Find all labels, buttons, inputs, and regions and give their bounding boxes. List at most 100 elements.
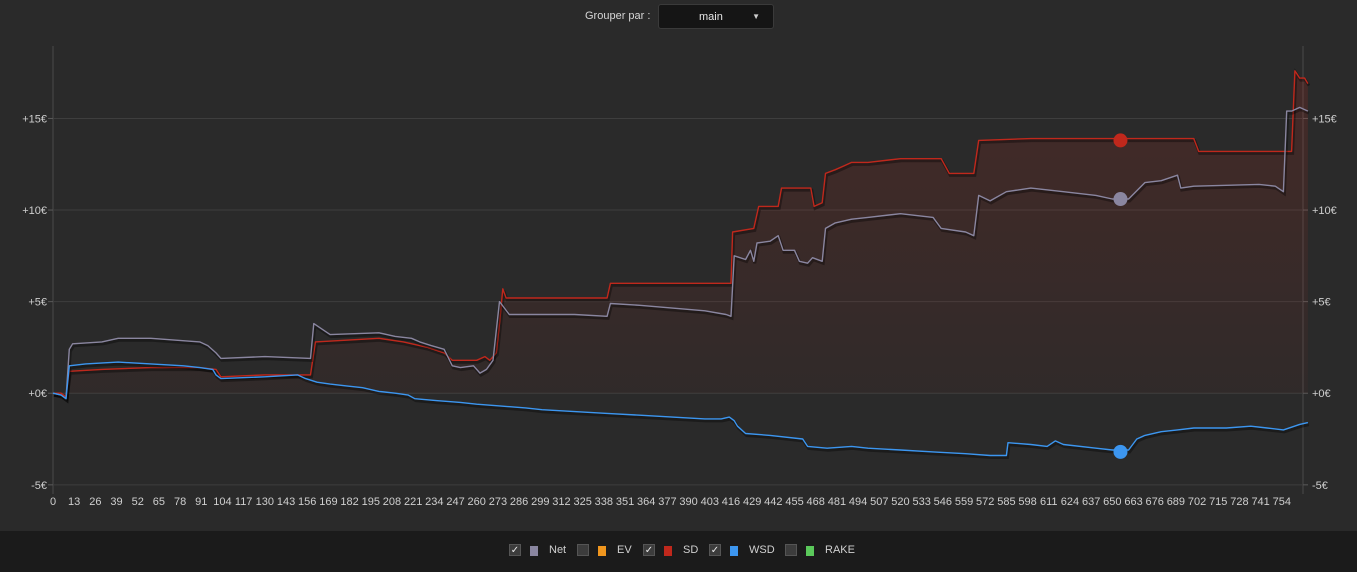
x-tick-label: 702 bbox=[1188, 496, 1206, 508]
y-tick-label: +5€ bbox=[1312, 297, 1331, 309]
group-by-select[interactable]: main ▼ bbox=[658, 4, 774, 29]
x-tick-label: 442 bbox=[764, 496, 782, 508]
x-tick-label: 364 bbox=[637, 496, 655, 508]
net-marker bbox=[1113, 192, 1128, 207]
legend-swatch-rake bbox=[806, 546, 814, 556]
toolbar: Grouper par : main ▼ bbox=[0, 0, 1357, 36]
y-tick-label: +15€ bbox=[22, 113, 47, 125]
x-tick-label: 754 bbox=[1273, 496, 1291, 508]
x-tick-label: 728 bbox=[1230, 496, 1248, 508]
x-tick-label: 78 bbox=[174, 496, 186, 508]
x-tick-label: 208 bbox=[383, 496, 401, 508]
legend-checkbox-net[interactable]: ✓ bbox=[509, 544, 521, 556]
legend-checkbox-rake[interactable] bbox=[785, 544, 797, 556]
x-tick-label: 26 bbox=[89, 496, 101, 508]
y-tick-label: +0€ bbox=[28, 388, 47, 400]
results-chart: -5€ -5€ +0€ +0€ +5€ +5€ +10€ +10€ +15€ +15€ 0 13 26 3… bbox=[22, 46, 1337, 508]
x-tick-label: 559 bbox=[955, 496, 973, 508]
x-tick-label: 546 bbox=[934, 496, 952, 508]
sd-line bbox=[53, 70, 1309, 398]
legend-swatch-net bbox=[530, 546, 538, 556]
legend-checkbox-sd[interactable]: ✓ bbox=[643, 544, 655, 556]
legend-label-ev: EV bbox=[617, 544, 632, 556]
x-tick-label: 13 bbox=[68, 496, 80, 508]
x-tick-label: 286 bbox=[510, 496, 528, 508]
group-by-label: Grouper par : bbox=[585, 10, 651, 22]
x-tick-label: 481 bbox=[828, 496, 846, 508]
x-tick-label: 429 bbox=[743, 496, 761, 508]
x-tick-label: 156 bbox=[298, 496, 316, 508]
x-tick-label: 663 bbox=[1124, 496, 1142, 508]
y-tick-label: -5€ bbox=[1312, 480, 1328, 492]
x-tick-label: 338 bbox=[595, 496, 613, 508]
legend-label-rake: RAKE bbox=[825, 544, 855, 556]
x-tick-label: 611 bbox=[1040, 496, 1058, 508]
x-tick-label: 65 bbox=[153, 496, 165, 508]
x-tick-label: 403 bbox=[701, 496, 719, 508]
wsd-marker bbox=[1113, 444, 1128, 459]
check-icon: ✓ bbox=[710, 545, 720, 556]
x-tick-label: 689 bbox=[1167, 496, 1185, 508]
x-tick-label: 390 bbox=[679, 496, 697, 508]
net-line bbox=[52, 106, 1309, 400]
x-tick-label: 715 bbox=[1209, 496, 1227, 508]
legend-label-wsd: WSD bbox=[749, 544, 775, 556]
x-tick-label: 741 bbox=[1251, 496, 1269, 508]
x-tick-label: 624 bbox=[1061, 496, 1079, 508]
x-tick-label: 273 bbox=[489, 496, 507, 508]
y-tick-label: +0€ bbox=[1312, 388, 1331, 400]
x-tick-label: 351 bbox=[616, 496, 634, 508]
x-tick-label: 377 bbox=[658, 496, 676, 508]
x-tick-label: 143 bbox=[277, 496, 295, 508]
x-tick-label: 455 bbox=[785, 496, 803, 508]
chevron-down-icon: ▼ bbox=[752, 12, 760, 21]
x-tick-label: 117 bbox=[235, 496, 253, 508]
x-tick-label: 494 bbox=[849, 496, 867, 508]
x-tick-label: 507 bbox=[870, 496, 888, 508]
legend-label-sd: SD bbox=[683, 544, 699, 556]
legend: ✓ Net EV ✓ SD ✓ WSD RAKE bbox=[0, 531, 1357, 572]
x-tick-label: 520 bbox=[891, 496, 909, 508]
net-line-shadow bbox=[53, 107, 1310, 404]
legend-checkbox-ev[interactable] bbox=[577, 544, 589, 556]
y-tick-label: -5€ bbox=[31, 480, 47, 492]
x-tick-label: 637 bbox=[1082, 496, 1100, 508]
y-tick-label: +10€ bbox=[1312, 205, 1337, 217]
y-tick-label: +15€ bbox=[1312, 113, 1337, 125]
check-icon: ✓ bbox=[644, 545, 654, 556]
sd-area bbox=[53, 70, 1308, 397]
x-tick-label: 585 bbox=[997, 496, 1015, 508]
x-tick-label: 91 bbox=[195, 496, 207, 508]
x-tick-label: 247 bbox=[446, 496, 464, 508]
x-tick-label: 299 bbox=[531, 496, 549, 508]
x-tick-label: 169 bbox=[319, 496, 337, 508]
y-tick-label: +5€ bbox=[28, 297, 47, 309]
x-tick-label: 234 bbox=[425, 496, 443, 508]
x-tick-label: 572 bbox=[976, 496, 994, 508]
check-icon: ✓ bbox=[510, 545, 520, 556]
x-tick-label: 676 bbox=[1146, 496, 1164, 508]
x-tick-label: 312 bbox=[552, 496, 570, 508]
legend-checkbox-wsd[interactable]: ✓ bbox=[709, 544, 721, 556]
x-tick-label: 0 bbox=[50, 496, 56, 508]
x-tick-label: 195 bbox=[362, 496, 380, 508]
x-tick-label: 325 bbox=[573, 496, 591, 508]
x-tick-label: 221 bbox=[404, 496, 422, 508]
x-tick-label: 533 bbox=[912, 496, 930, 508]
x-tick-label: 260 bbox=[468, 496, 486, 508]
x-tick-label: 104 bbox=[213, 496, 231, 508]
legend-label-net: Net bbox=[549, 544, 567, 556]
x-tick-label: 130 bbox=[256, 496, 274, 508]
x-tick-label: 52 bbox=[132, 496, 144, 508]
legend-swatch-ev bbox=[598, 546, 606, 556]
x-tick-label: 468 bbox=[807, 496, 825, 508]
x-tick-label: 182 bbox=[340, 496, 358, 508]
group-by-value: main bbox=[699, 11, 723, 23]
y-tick-label: +10€ bbox=[22, 205, 47, 217]
legend-swatch-sd bbox=[664, 546, 672, 556]
x-tick-label: 39 bbox=[110, 496, 122, 508]
x-tick-label: 416 bbox=[722, 496, 740, 508]
sd-marker bbox=[1113, 133, 1128, 148]
x-tick-label: 598 bbox=[1018, 496, 1036, 508]
x-tick-label: 650 bbox=[1103, 496, 1121, 508]
